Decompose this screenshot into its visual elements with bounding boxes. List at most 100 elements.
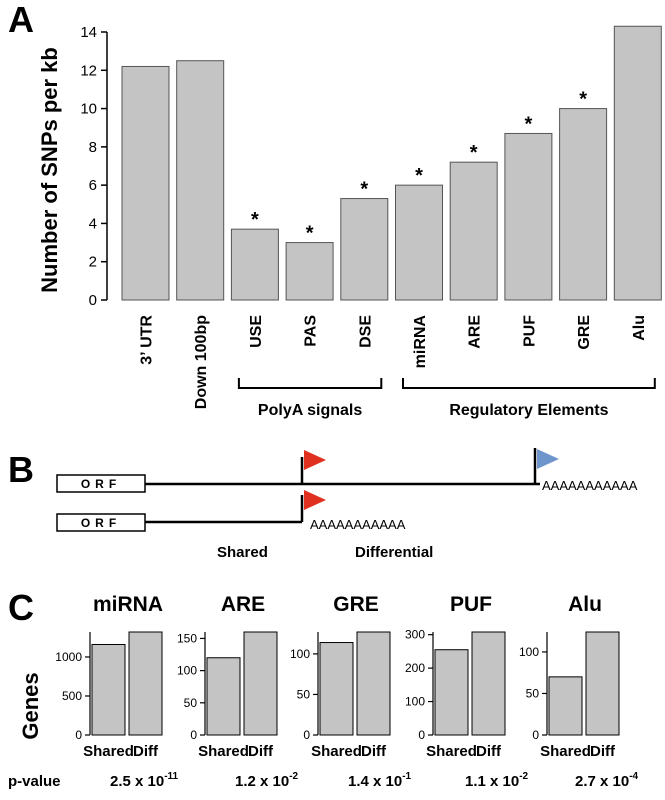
mini-y-tick-label: 300 [405, 628, 425, 642]
group-label: Regulatory Elements [449, 402, 608, 419]
mini-y-tick-label: 0 [532, 728, 539, 742]
mini-y-tick-label: 0 [75, 728, 82, 742]
mini-y-tick-label: 200 [405, 661, 425, 675]
bar-2 [230, 228, 279, 301]
category-label: USE [248, 315, 265, 348]
significance-star: * [415, 165, 423, 187]
mini-chart-Alu: Alu 0 50 100 Shared Diff 2.7 x 10-4 [519, 593, 639, 790]
mini-chart-PUF: PUF 0 100 200 300 Shared Diff 1.1 x 10-2 [405, 593, 529, 790]
significance-star: * [525, 113, 533, 135]
mini-y-tick-label: 50 [297, 687, 311, 701]
group-bracket [402, 378, 656, 389]
mini-chart-miRNA: miRNA 0 500 1000 Shared Diff 2.5 x 10-11 [55, 593, 178, 790]
significance-star: * [251, 209, 259, 231]
mini-category-label: Diff [476, 743, 502, 760]
mini-category-label: Shared [426, 743, 477, 760]
bar-4 [340, 198, 389, 301]
polya-tail-short: AAAAAAAAAAA [310, 517, 406, 532]
mini-chart-title: GRE [333, 593, 379, 616]
p-value: 2.5 x 10-11 [110, 771, 179, 790]
polya-tail-long: AAAAAAAAAAA [542, 478, 638, 493]
significance-star: * [306, 223, 314, 245]
significance-star: * [470, 142, 478, 164]
mini-y-tick-label: 50 [184, 696, 198, 710]
group-bracket [237, 378, 383, 389]
proximal-pas-flag [304, 450, 326, 470]
panel-b-diagram: ORF AAAAAAAAAAA ORF AAAAAAAAAAA Shared D… [56, 448, 638, 561]
p-value: 2.7 x 10-4 [575, 771, 639, 790]
mini-y-tick-label: 1000 [55, 650, 82, 664]
mini-category-label: Diff [590, 743, 616, 760]
mini-category-label: Shared [198, 743, 249, 760]
category-label: 3’ UTR [139, 315, 156, 365]
mini-bar-diff [243, 631, 278, 736]
bar-6 [449, 161, 498, 301]
mini-bar-shared [548, 676, 583, 736]
mini-bar-shared [434, 649, 469, 736]
differential-label: Differential [355, 544, 433, 561]
bar-8 [559, 108, 608, 301]
p-value: 1.4 x 10-1 [348, 771, 412, 790]
mini-chart-title: ARE [221, 593, 265, 616]
bar-1 [176, 60, 225, 301]
category-label: DSE [357, 315, 374, 348]
category-label: PUF [521, 315, 538, 347]
mini-bar-shared [91, 643, 126, 736]
panel-a-y-tick-label: 12 [80, 62, 97, 79]
mini-y-tick-label: 0 [303, 728, 310, 742]
bar-5 [395, 184, 443, 301]
mini-bar-diff [471, 631, 506, 736]
bar-9 [613, 25, 662, 301]
panel-c-y-axis-label: Genes [18, 672, 43, 739]
significance-star: * [579, 89, 587, 111]
panel-a-y-tick-label: 8 [89, 139, 97, 156]
significance-star: * [360, 179, 368, 201]
mini-y-tick-label: 0 [418, 728, 425, 742]
category-label: GRE [576, 315, 593, 350]
mini-bar-shared [319, 642, 354, 736]
panel-a-y-tick-label: 14 [80, 24, 97, 41]
mini-category-label: Diff [361, 743, 387, 760]
mini-chart-title: Alu [568, 593, 602, 616]
mini-chart-title: miRNA [93, 593, 163, 616]
p-value-label: p-value [8, 773, 61, 790]
orf-label-short: ORF [81, 516, 121, 530]
mini-chart-GRE: GRE 0 50 100 Shared Diff 1.4 x 10-1 [290, 593, 412, 790]
mini-category-label: Diff [133, 743, 159, 760]
mini-y-tick-label: 100 [290, 647, 310, 661]
mini-bar-diff [585, 631, 620, 736]
mini-bar-shared [206, 657, 241, 736]
panel-label-c: C [8, 587, 34, 628]
panel-a-y-axis-label: Number of SNPs per kb [37, 47, 62, 293]
group-label: PolyA signals [258, 402, 362, 419]
distal-pas-flag [537, 449, 559, 469]
mini-y-tick-label: 0 [190, 728, 197, 742]
mini-y-tick-label: 100 [405, 695, 425, 709]
panel-a-y-tick-label: 6 [89, 177, 97, 194]
mini-chart-ARE: ARE 0 50 100 150 Shared Diff 1.2 x 10-2 [177, 593, 299, 790]
panel-a-y-tick-label: 4 [89, 215, 97, 232]
category-label: PAS [303, 315, 320, 347]
panel-label-a: A [8, 0, 34, 40]
mini-y-tick-label: 50 [526, 686, 540, 700]
category-label: Alu [631, 315, 648, 341]
mini-chart-title: PUF [450, 593, 492, 616]
proximal-pas-flag-short [304, 490, 326, 510]
shared-label: Shared [217, 544, 268, 561]
panel-label-b: B [8, 449, 34, 490]
mini-y-tick-label: 500 [62, 689, 82, 703]
mini-category-label: Shared [311, 743, 362, 760]
panel-a-y-tick-label: 10 [80, 101, 97, 118]
mini-category-label: Diff [248, 743, 274, 760]
mini-y-tick-label: 100 [177, 664, 197, 678]
mini-category-label: Shared [540, 743, 591, 760]
bar-3 [285, 242, 334, 301]
panel-a-y-tick-label: 0 [89, 292, 97, 309]
category-label: Down 100bp [193, 315, 210, 409]
orf-label-long: ORF [81, 477, 121, 491]
panel-a-bar-chart: Number of SNPs per kb 0 2 4 6 8 10 12 14 * * * * * *… [37, 24, 662, 419]
mini-y-tick-label: 100 [519, 645, 539, 659]
mini-bar-diff [356, 631, 391, 736]
